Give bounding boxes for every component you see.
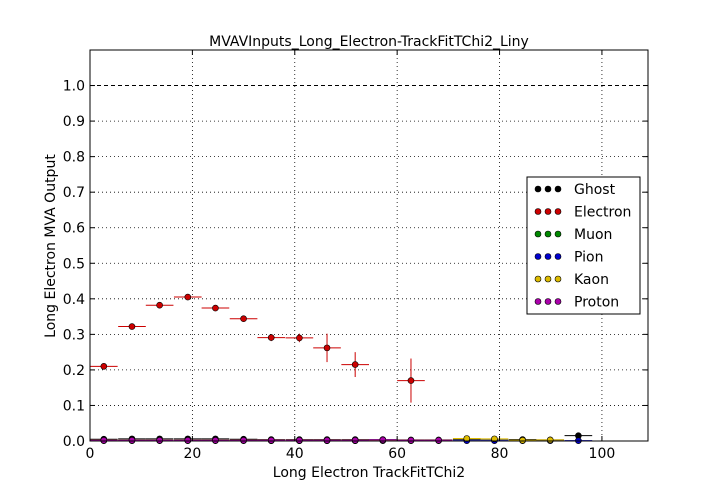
legend-marker (544, 298, 552, 305)
series-proton (90, 436, 453, 444)
legend-label: Electron (574, 205, 631, 221)
legend-marker (554, 208, 562, 215)
legend-marker (544, 275, 552, 283)
legend-marker (554, 253, 562, 260)
data-point (100, 363, 108, 370)
data-point (379, 436, 387, 444)
data-point (407, 377, 415, 384)
data-point (323, 436, 331, 444)
data-point (184, 436, 192, 444)
legend-marker (544, 253, 552, 260)
legend-marker (554, 230, 562, 238)
y-tick-label: 0.5 (63, 256, 85, 272)
x-tick-label: 60 (388, 446, 406, 462)
data-point (323, 344, 331, 352)
chart-title: MVAVInputs_Long_Electron-TrackFitTChi2_L… (209, 34, 529, 50)
data-point (463, 435, 471, 442)
y-tick-label: 0.4 (63, 292, 85, 308)
legend-item-ghost: Ghost (534, 182, 616, 198)
data-point (128, 436, 136, 444)
legend-label: Proton (574, 295, 619, 311)
series-electron (90, 293, 425, 403)
data-point (407, 436, 415, 444)
data-point (351, 361, 359, 368)
legend-marker (534, 185, 542, 193)
x-tick-label: 40 (286, 446, 304, 462)
data-point (156, 301, 163, 309)
y-tick-label: 0.2 (63, 363, 85, 379)
legend-item-electron: Electron (534, 205, 631, 221)
axis-ticks: 0 20 40 60 80 100 0.0 0.1 0.2 0.3 0.4 0.5 0.6 0.7 0.8 0… (63, 50, 648, 462)
data-point (184, 293, 192, 301)
x-tick-label: 100 (589, 446, 616, 462)
data-point (435, 436, 442, 444)
legend-item-proton: Proton (534, 295, 619, 311)
y-tick-label: 0.7 (63, 185, 85, 201)
x-tick-label: 80 (491, 446, 509, 462)
legend-label: Ghost (574, 182, 616, 198)
y-tick-label: 0.9 (63, 114, 85, 130)
data-point (240, 315, 247, 323)
x-axis-label: Long Electron TrackFitTChi2 (273, 465, 465, 481)
legend-label: Kaon (574, 272, 609, 288)
data-point (128, 323, 136, 330)
legend-marker (534, 275, 542, 283)
data-point (351, 436, 359, 444)
y-tick-label: 0.0 (63, 434, 85, 450)
x-tick-label: 0 (86, 446, 95, 462)
data-point (491, 435, 498, 443)
data-point (546, 436, 554, 444)
data-point (100, 436, 108, 444)
data-point (212, 304, 219, 312)
data-point (296, 334, 303, 342)
y-axis-label: Long Electron MVA Output (43, 154, 59, 338)
y-tick-label: 0.8 (63, 150, 85, 166)
data-point (212, 436, 219, 444)
legend-box (526, 176, 641, 315)
data-point (267, 334, 275, 341)
legend-label: Muon (574, 227, 612, 243)
y-tick-label: 0.6 (63, 221, 85, 237)
legend-marker (534, 298, 542, 305)
legend-marker (544, 230, 552, 238)
y-tick-label: 0.1 (63, 398, 85, 414)
data-point (267, 436, 275, 444)
legend-marker (554, 185, 562, 193)
legend-marker (534, 230, 542, 238)
plot-frame (89, 49, 649, 442)
legend-marker (544, 185, 552, 193)
legend-marker (554, 275, 562, 283)
legend: Ghost Electron Muon Pion Kaon Proton (526, 176, 641, 315)
legend-marker (554, 298, 562, 305)
y-tick-label: 1.0 (63, 79, 85, 95)
legend-label: Pion (574, 250, 603, 266)
data-point (519, 436, 526, 444)
legend-marker (534, 208, 542, 215)
data-points (90, 293, 593, 444)
data-point (156, 436, 163, 444)
data-point (240, 436, 247, 444)
legend-marker (534, 253, 542, 260)
legend-item-muon: Muon (534, 227, 612, 243)
data-point (296, 436, 303, 444)
legend-item-kaon: Kaon (534, 272, 609, 288)
x-tick-label: 20 (183, 446, 201, 462)
y-tick-label: 0.3 (63, 327, 85, 343)
legend-item-pion: Pion (534, 250, 603, 266)
legend-marker (544, 208, 552, 215)
